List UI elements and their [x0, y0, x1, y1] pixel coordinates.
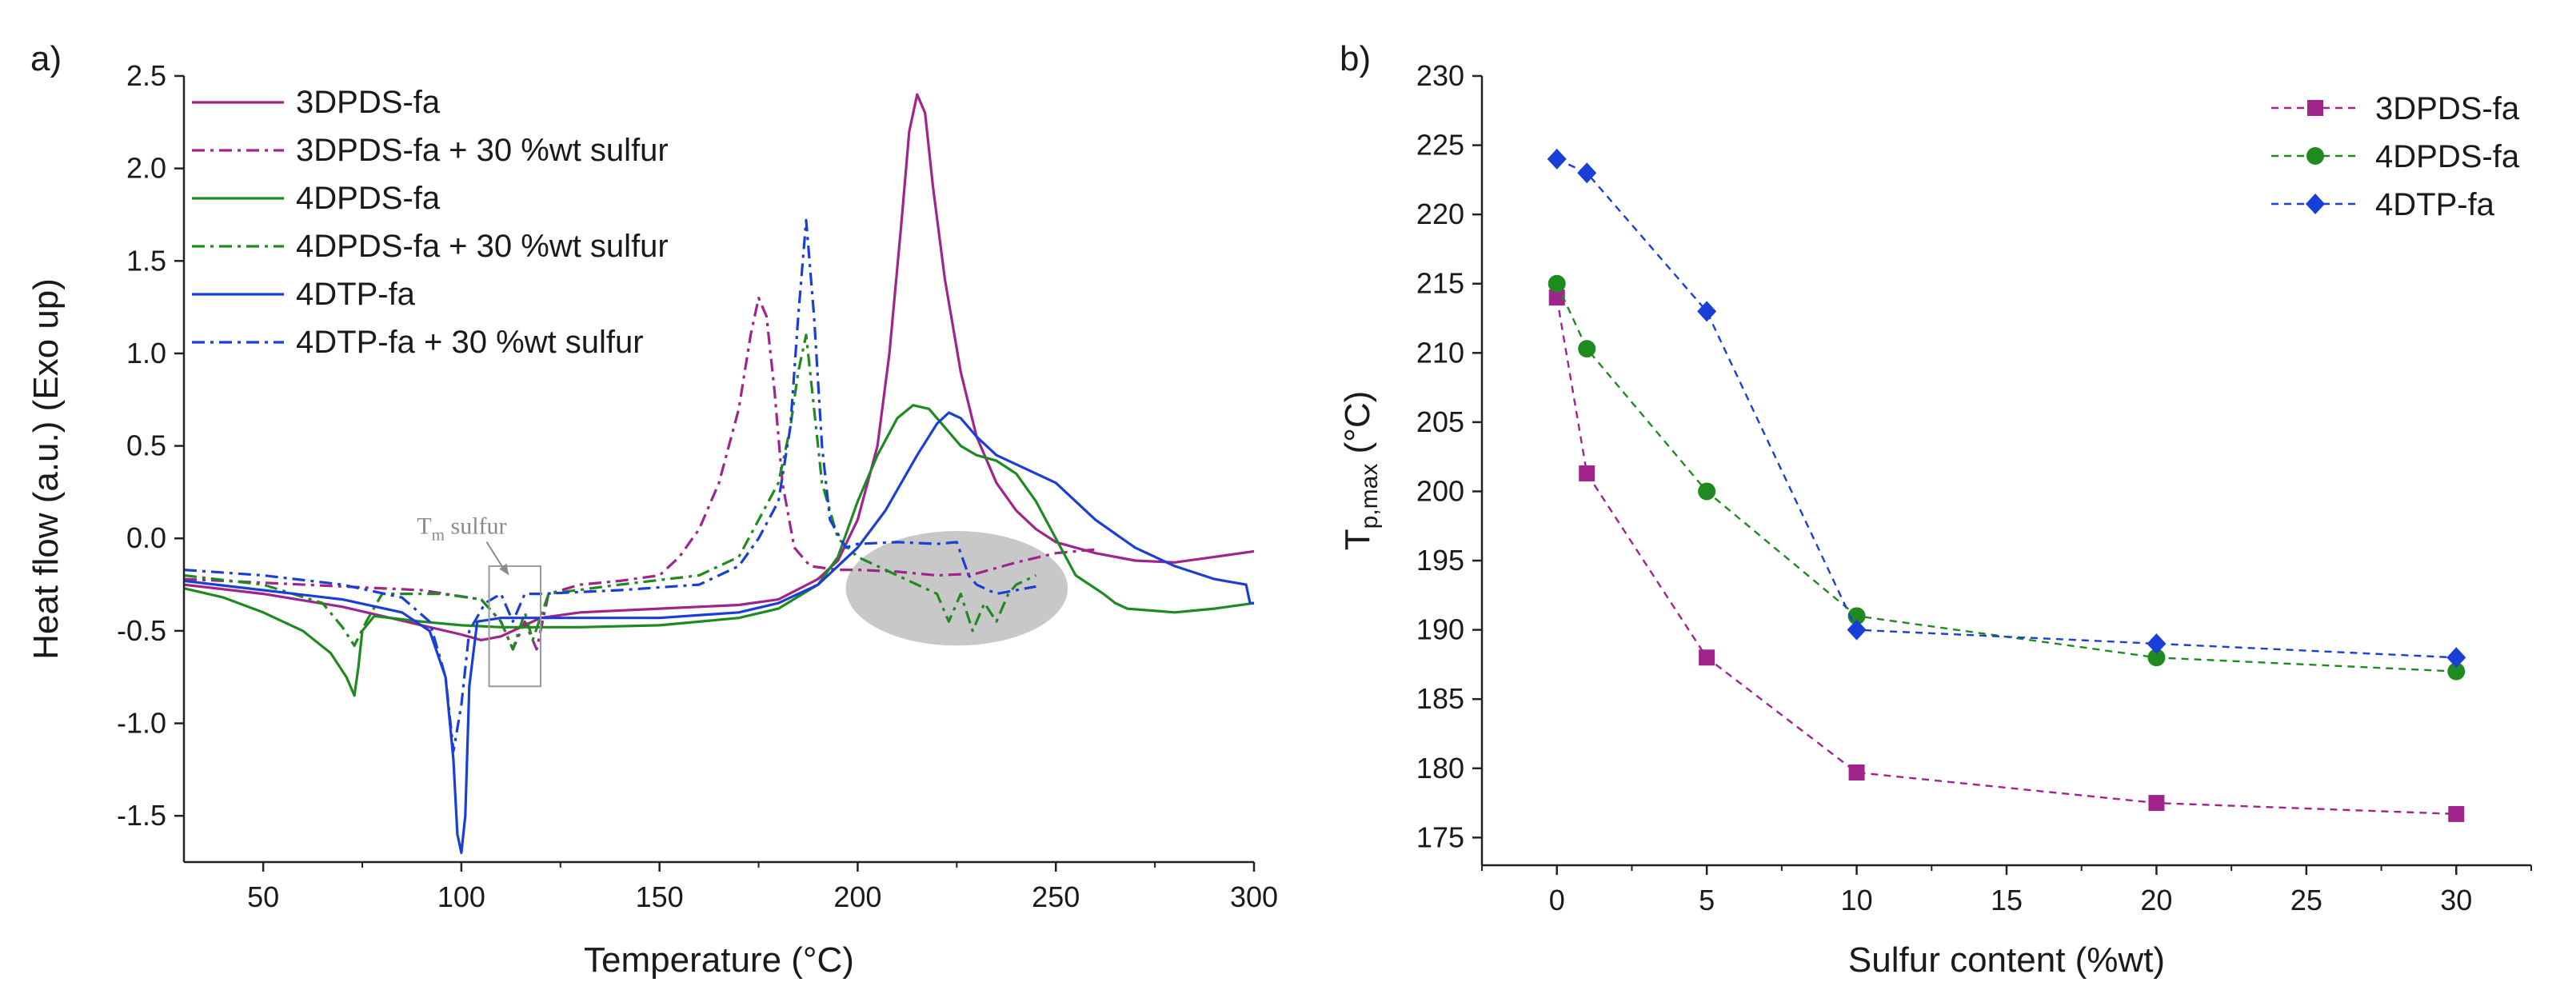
x-axis-title: Temperature (°C): [584, 940, 854, 980]
y-tick-label: 1.5: [126, 244, 166, 277]
y-tick-label: 0.5: [126, 429, 166, 462]
x-tick-label: 0: [1549, 884, 1565, 916]
highlight-ellipse: [845, 530, 1068, 646]
data-point-0: [2148, 795, 2165, 812]
x-axis-title: Sulfur content (%wt): [1848, 940, 2165, 980]
data-point-0: [1548, 289, 1565, 306]
series-line-1: [1556, 283, 2457, 673]
data-point-0: [2448, 805, 2465, 822]
legend-label-2: 4DPDS-fa: [296, 181, 441, 216]
legend-marker-0: [2307, 100, 2323, 116]
panel-b-peak-temperature-chart: 0 5 10 15 20 25 30 175 180 185 190 195 200 205 210 215 2…: [1338, 59, 2532, 980]
y-tick-label: 185: [1416, 682, 1464, 715]
y-tick-label: 225: [1416, 129, 1464, 162]
y-tick-label: 0.0: [126, 521, 166, 554]
x-tick-label: 20: [2140, 884, 2172, 916]
legend-label-1: 4DPDS-fa: [2375, 139, 2520, 174]
highlight-box: [488, 565, 541, 688]
y-tick-label: 2.5: [126, 59, 166, 92]
x-tick-label: 10: [1841, 884, 1873, 916]
series-line-2: [1556, 158, 2457, 659]
x-tick-label: 30: [2440, 884, 2472, 916]
annotation-tm-sulfur: Tm sulfur: [417, 513, 506, 544]
y-tick-label: 195: [1416, 544, 1464, 577]
annotation-arrowhead: [499, 563, 509, 576]
y-tick-label: 2.0: [126, 152, 166, 185]
y-tick-label: -1.5: [117, 799, 166, 832]
y-tick-label: 180: [1416, 752, 1464, 784]
legend-marker-1: [2306, 147, 2324, 165]
x-tick-label: 25: [2290, 884, 2322, 916]
series-line-4: [183, 411, 1254, 854]
legend-label-1: 3DPDS-fa + 30 %wt sulfur: [296, 133, 669, 168]
legend-label-5: 4DTP-fa + 30 %wt sulfur: [296, 325, 644, 360]
y-tick-label: 205: [1416, 405, 1464, 438]
y-axis-title: Heat flow (a.u.) (Exo up): [26, 278, 66, 660]
panel-a-label: a): [30, 39, 62, 78]
data-point-0: [1848, 764, 1865, 780]
x-tick-label: 200: [833, 880, 881, 913]
panel-a-dsc-chart: Tm sulfur 50 100 150 200 250 300 2.5 2.0 1.5 1.0 0.…: [26, 59, 1278, 980]
y-tick-label: 230: [1416, 59, 1464, 92]
series-line-0: [1556, 297, 2457, 816]
data-point-1: [1578, 340, 1596, 358]
x-tick-label: 150: [636, 880, 684, 913]
data-point-2: [2147, 633, 2167, 654]
x-tick-label: 15: [1991, 884, 2023, 916]
data-point-2: [1697, 301, 1717, 322]
data-point-2: [1577, 162, 1597, 184]
data-point-2: [1847, 619, 1867, 641]
y-tick-label: 1.0: [126, 337, 166, 369]
series-line-2: [183, 404, 1255, 697]
series-line-3: [183, 333, 1037, 651]
legend-label-3: 4DPDS-fa + 30 %wt sulfur: [296, 229, 669, 264]
y-tick-label: 210: [1416, 336, 1464, 369]
panel-b-label: b): [1340, 39, 1371, 78]
data-point-2: [2446, 647, 2466, 669]
series-line-0: [183, 93, 1255, 641]
x-tick-label: 100: [437, 880, 485, 913]
y-tick-label: 190: [1416, 613, 1464, 646]
data-point-1: [1847, 607, 1866, 625]
legend-label-2: 4DTP-fa: [2375, 187, 2495, 222]
x-tick-label: 300: [1230, 880, 1278, 913]
data-point-1: [2447, 662, 2466, 681]
x-tick-label: 5: [1699, 884, 1715, 916]
legend-marker-2: [2306, 194, 2325, 214]
y-tick-label: 220: [1416, 198, 1464, 230]
data-point-1: [1548, 274, 1566, 293]
x-tick-label: 50: [247, 880, 279, 913]
legend-label-0: 3DPDS-fa: [2375, 91, 2520, 126]
data-point-1: [1698, 482, 1716, 501]
legend-label-4: 4DTP-fa: [296, 277, 416, 312]
y-tick-label: -1.0: [117, 707, 166, 740]
data-point-0: [1579, 465, 1596, 481]
y-axis-title: Tp,max (°C): [1338, 391, 1383, 551]
series-line-5: [183, 218, 1036, 752]
y-tick-label: 200: [1416, 474, 1464, 507]
data-point-2: [1547, 148, 1567, 170]
y-tick-label: -0.5: [117, 614, 166, 647]
y-tick-label: 215: [1416, 267, 1464, 300]
data-point-1: [2147, 649, 2166, 667]
y-tick-label: 175: [1416, 820, 1464, 853]
legend-label-0: 3DPDS-fa: [296, 85, 441, 120]
data-point-0: [1699, 649, 1715, 666]
x-tick-label: 250: [1032, 880, 1080, 913]
